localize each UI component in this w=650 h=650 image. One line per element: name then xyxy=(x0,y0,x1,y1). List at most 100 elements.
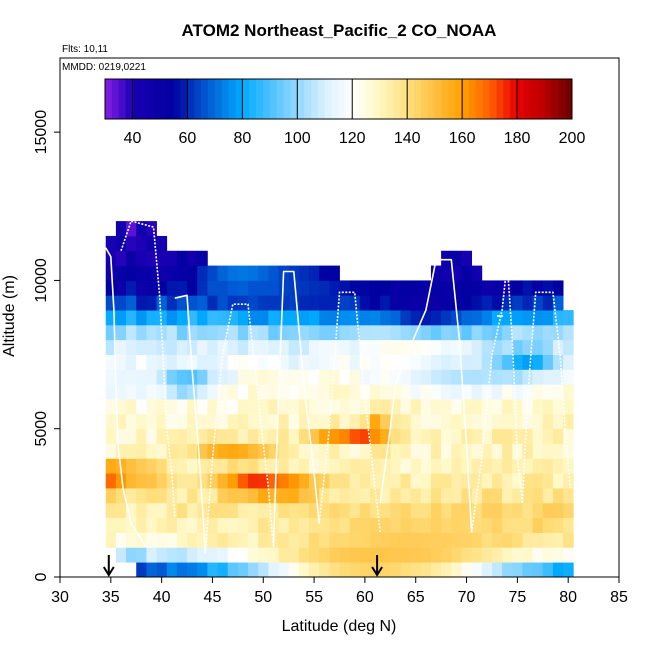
heatmap-cell xyxy=(197,532,208,548)
heatmap-cell xyxy=(461,562,473,578)
heatmap-cell xyxy=(146,413,157,430)
heatmap-cell xyxy=(349,502,361,519)
heatmap-cell xyxy=(359,562,371,578)
heatmap-cell xyxy=(441,310,452,326)
heatmap-cell xyxy=(197,250,208,266)
heatmap-cell xyxy=(146,295,157,311)
heatmap-cell xyxy=(359,354,371,370)
colorbar-tick-label: 140 xyxy=(394,130,421,147)
colorbar-segment xyxy=(187,79,195,119)
heatmap-cell xyxy=(441,265,452,281)
heatmap-cell xyxy=(380,488,391,504)
colorbar-segment xyxy=(427,79,436,119)
heatmap-cell xyxy=(441,502,452,519)
flight-track-10 xyxy=(521,291,571,503)
heatmap-cell xyxy=(471,413,483,430)
heatmap-cell xyxy=(451,324,462,341)
heatmap-cell xyxy=(197,354,208,370)
heatmap-cell xyxy=(471,265,483,281)
colorbar-segment xyxy=(132,79,140,119)
heatmap-cell xyxy=(380,502,391,519)
heatmap-cell xyxy=(146,502,157,519)
heatmap-cell xyxy=(288,384,300,400)
colorbar-segment xyxy=(345,79,353,119)
colorbar-segment xyxy=(393,79,401,119)
colorbar-segment xyxy=(551,79,559,119)
heatmap-cell xyxy=(441,562,452,578)
x-tick-label: 60 xyxy=(356,589,374,606)
heatmap-cell xyxy=(400,413,412,430)
heatmap-cell xyxy=(146,280,157,296)
heatmap-cell xyxy=(380,399,391,415)
heatmap-cell xyxy=(146,532,157,548)
heatmap-cell xyxy=(380,517,391,533)
latitude-arrows xyxy=(102,555,383,577)
heatmap-cell xyxy=(227,295,239,311)
heatmap-cell xyxy=(136,354,147,370)
heatmap-cell xyxy=(248,369,259,385)
heatmap-cell xyxy=(420,339,432,355)
heatmap-cell xyxy=(349,488,361,504)
heatmap-cell xyxy=(359,413,371,430)
colorbar-segment xyxy=(523,79,532,119)
heatmap-cell xyxy=(126,235,137,252)
heatmap-cell xyxy=(369,502,381,519)
heatmap-cell xyxy=(309,458,320,474)
heatmap-cell xyxy=(522,324,534,341)
heatmap-cell xyxy=(461,532,473,548)
heatmap-cell xyxy=(522,562,534,578)
heatmap-cell xyxy=(339,295,351,311)
heatmap-cell xyxy=(329,280,340,296)
heatmap-cell xyxy=(552,280,564,296)
heatmap-cell xyxy=(542,443,554,459)
heatmap-cell xyxy=(563,324,574,341)
heatmap-cell xyxy=(105,295,117,311)
heatmap-cell xyxy=(532,324,544,341)
heatmap-cell xyxy=(197,473,208,489)
heatmap-cell xyxy=(105,354,117,370)
heatmap-cell xyxy=(146,428,157,444)
heatmap-cell xyxy=(207,547,218,563)
heatmap-cell xyxy=(126,413,137,430)
colorbar-segment xyxy=(276,79,285,119)
heatmap-cell xyxy=(248,517,259,533)
heatmap-cell xyxy=(522,517,534,533)
heatmap-cell xyxy=(217,295,229,311)
heatmap-cell xyxy=(441,250,452,266)
heatmap-cell xyxy=(176,324,188,341)
heatmap-cell xyxy=(156,562,168,578)
heatmap-cell xyxy=(390,547,401,563)
flight-track-5 xyxy=(272,270,320,548)
heatmap-cell xyxy=(197,458,208,474)
heatmap-cell xyxy=(187,413,198,430)
heatmap-cell xyxy=(115,265,127,281)
heatmap-cell xyxy=(126,473,137,489)
heatmap-cell xyxy=(278,443,290,459)
heatmap-cell xyxy=(451,547,462,563)
heatmap-cell xyxy=(187,399,198,415)
heatmap-cell xyxy=(542,369,554,385)
heatmap-cell xyxy=(227,502,239,519)
heatmap-cell xyxy=(380,413,391,430)
heatmap-cell xyxy=(105,502,117,519)
heatmap-cell xyxy=(268,488,279,504)
heatmap-cell xyxy=(461,265,473,281)
flight-track-1 xyxy=(105,247,148,548)
heatmap-cell xyxy=(461,339,473,355)
colorbar-segment xyxy=(482,79,491,119)
heatmap-cell xyxy=(258,458,269,474)
heatmap-cell xyxy=(217,265,229,281)
heatmap-cell xyxy=(115,235,127,252)
heatmap-cell xyxy=(176,384,188,400)
heatmap-cell xyxy=(349,369,361,385)
heatmap-cell xyxy=(207,310,218,326)
heatmap-cell xyxy=(227,280,239,296)
heatmap-cell xyxy=(512,428,523,444)
heatmap-cell xyxy=(552,517,564,533)
flight-track-7 xyxy=(379,258,473,533)
colorbar-segment xyxy=(565,79,573,119)
heatmap-cell xyxy=(237,443,249,459)
heatmap-cell xyxy=(126,532,137,548)
heatmap-cell xyxy=(400,532,412,548)
heatmap-cell xyxy=(105,473,117,489)
